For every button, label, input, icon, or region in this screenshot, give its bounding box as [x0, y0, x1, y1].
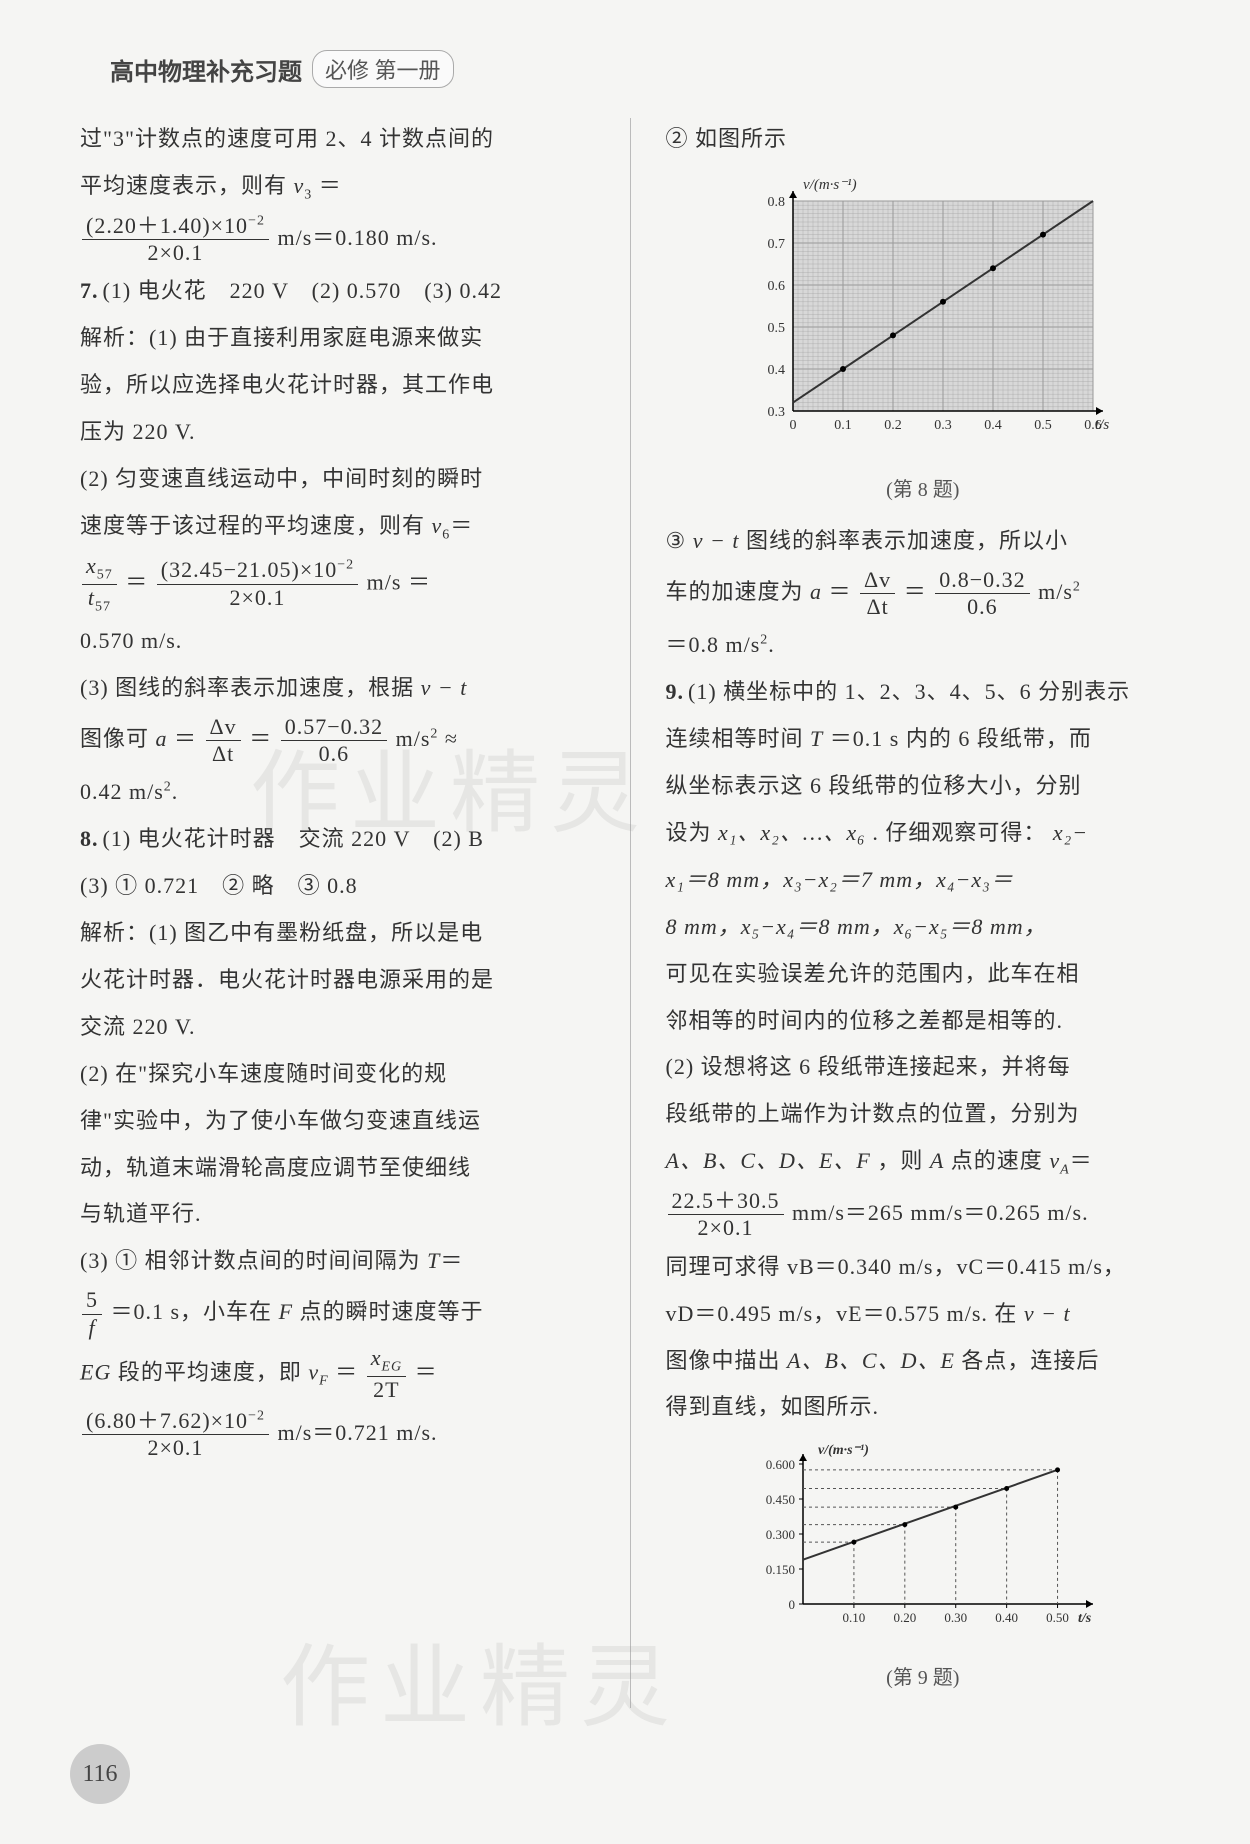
- svg-text:0.8: 0.8: [767, 195, 785, 210]
- page-number: 116: [70, 1744, 130, 1804]
- svg-text:v/(m·s⁻¹): v/(m·s⁻¹): [803, 177, 857, 193]
- svg-text:v/(m·s⁻¹): v/(m·s⁻¹): [818, 1443, 869, 1458]
- svg-text:0.5: 0.5: [1034, 418, 1052, 433]
- header-subtitle: 必修 第一册: [312, 50, 454, 88]
- fraction: (2.20＋1.40)×10−2 2×0.1: [82, 213, 269, 267]
- content-area: 过"3"计数点的速度可用 2、4 计数点间的 平均速度表示，则有 v3 ＝ (2…: [80, 118, 1180, 1708]
- left-column: 过"3"计数点的速度可用 2、4 计数点间的 平均速度表示，则有 v3 ＝ (2…: [80, 118, 595, 1708]
- chart-8-svg: 00.10.20.30.40.50.60.30.40.50.60.70.8v/(…: [733, 171, 1113, 451]
- svg-text:0.7: 0.7: [767, 237, 785, 252]
- svg-text:0.6: 0.6: [767, 279, 785, 294]
- svg-text:0.30: 0.30: [944, 1610, 967, 1625]
- svg-text:0: 0: [789, 418, 796, 433]
- svg-text:0.20: 0.20: [893, 1610, 916, 1625]
- svg-text:0.4: 0.4: [984, 418, 1002, 433]
- svg-text:0.4: 0.4: [767, 363, 785, 378]
- svg-text:0.2: 0.2: [884, 418, 902, 433]
- q7: 7.(1) 电火花 220 V (2) 0.570 (3) 0.42: [80, 270, 595, 313]
- svg-text:0.450: 0.450: [766, 1492, 795, 1507]
- svg-text:0.300: 0.300: [766, 1527, 795, 1542]
- svg-text:0.40: 0.40: [995, 1610, 1018, 1625]
- svg-text:0.5: 0.5: [767, 321, 785, 336]
- header-title: 高中物理补充习题: [110, 52, 302, 87]
- q9: 9.(1) 横坐标中的 1、2、3、4、5、6 分别表示: [666, 671, 1181, 714]
- q8: 8.(1) 电火花计时器 交流 220 V (2) B: [80, 818, 595, 861]
- svg-text:0.50: 0.50: [1046, 1610, 1069, 1625]
- svg-text:t/s: t/s: [1078, 1611, 1092, 1626]
- intro-para: 过"3"计数点的速度可用 2、4 计数点间的: [80, 118, 595, 161]
- svg-text:0.3: 0.3: [934, 418, 952, 433]
- svg-text:t/s: t/s: [1095, 417, 1109, 433]
- chart-9: 0 0.150 0.300 0.450 0.600 0.10 0.20 0.30 0.40 0.5…: [666, 1439, 1181, 1698]
- svg-text:0.1: 0.1: [834, 418, 852, 433]
- svg-text:0.150: 0.150: [766, 1562, 795, 1577]
- svg-text:0.10: 0.10: [842, 1610, 865, 1625]
- svg-text:0.600: 0.600: [766, 1457, 795, 1472]
- svg-text:0.3: 0.3: [767, 405, 785, 420]
- svg-text:0: 0: [788, 1597, 795, 1612]
- column-divider: [630, 118, 631, 1708]
- page-header: 高中物理补充习题 必修 第一册: [80, 50, 1180, 88]
- chart-8: 00.10.20.30.40.50.60.30.40.50.60.70.8v/(…: [666, 171, 1181, 510]
- right-column: ② 如图所示 00.10.20.30.40.50.60.30.40.50.60.…: [666, 118, 1181, 1708]
- chart-9-svg: 0 0.150 0.300 0.450 0.600 0.10 0.20 0.30 0.40 0.5…: [733, 1439, 1113, 1639]
